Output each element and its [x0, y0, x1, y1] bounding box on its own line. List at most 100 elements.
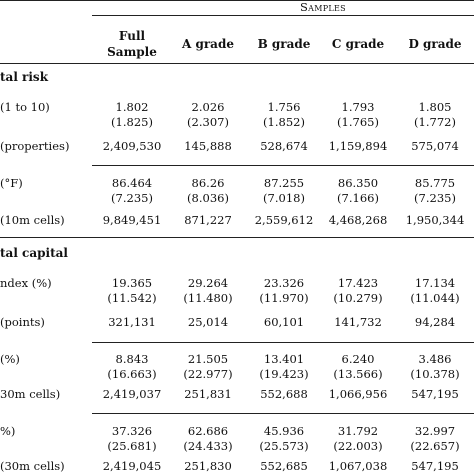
table-cell-sd: (2.307) — [187, 115, 229, 129]
table-cell: 8.843 — [115, 352, 149, 366]
table-cell: 87.255 — [263, 176, 305, 190]
table-cell: 2,419,037 — [102, 387, 162, 401]
col-head-d-grade: D grade — [408, 37, 462, 51]
table-cell-sd: (7.235) — [111, 191, 153, 205]
table-cell: 17.423 — [337, 276, 379, 290]
table-cell-sd: (22.977) — [183, 367, 233, 381]
col-head-full-sample-line2: Sample — [107, 45, 157, 59]
table-cell-sd: (11.044) — [410, 291, 460, 305]
table-cell: 2.026 — [191, 100, 225, 114]
table-cell: 4,468,268 — [328, 213, 388, 227]
row-label: 30m cells) — [0, 387, 61, 401]
table-cell: 23.326 — [263, 276, 305, 290]
table-cell: 37.326 — [111, 424, 153, 438]
table-cell: 547,195 — [411, 459, 459, 473]
row-label: (°F) — [0, 176, 23, 190]
header-rule — [0, 63, 474, 64]
table-cell: 1,067,038 — [328, 459, 388, 473]
table-cell: 1.756 — [267, 100, 301, 114]
row-label: (points) — [0, 315, 45, 329]
table-cell: 547,195 — [411, 387, 459, 401]
table-cell-sd: (10.279) — [333, 291, 383, 305]
table-cell: 1.793 — [341, 100, 375, 114]
table-cell: 29.264 — [187, 276, 229, 290]
table-cell-sd: (11.970) — [259, 291, 309, 305]
col-head-b-grade: B grade — [257, 37, 311, 51]
table-cell-sd: (11.542) — [107, 291, 157, 305]
table-cell: 1.802 — [115, 100, 149, 114]
row-label: (10m cells) — [0, 213, 65, 227]
table-cell: 13.401 — [263, 352, 305, 366]
table-cell: 1,066,956 — [328, 387, 388, 401]
section-title: tal risk — [0, 70, 49, 84]
row-label: (30m cells) — [0, 459, 65, 473]
group-rule — [92, 413, 474, 414]
table-cell: 251,830 — [184, 459, 232, 473]
table-cell-sd: (11.480) — [183, 291, 233, 305]
table-cell: 2,559,612 — [254, 213, 314, 227]
table-cell: 62.686 — [187, 424, 229, 438]
table-cell: 94,284 — [414, 315, 456, 329]
table-cell: 141,732 — [334, 315, 382, 329]
table-cell-sd: (1.765) — [337, 115, 379, 129]
table-cell: 2,419,045 — [102, 459, 162, 473]
col-head-full-sample: Full Sample — [92, 28, 172, 60]
table-cell: 32.997 — [414, 424, 456, 438]
table-cell: 9,849,451 — [102, 213, 162, 227]
table-cell: 552,688 — [260, 387, 308, 401]
table-cell: 19.365 — [111, 276, 153, 290]
table-cell-sd: (25.681) — [107, 439, 157, 453]
row-label: (properties) — [0, 139, 70, 153]
table-cell: 85.775 — [414, 176, 456, 190]
table-cell: 25,014 — [187, 315, 229, 329]
table-cell: 60,101 — [263, 315, 305, 329]
table-cell-sd: (13.566) — [333, 367, 383, 381]
table-cell-sd: (16.663) — [107, 367, 157, 381]
table-cell: 86.26 — [191, 176, 225, 190]
table-cell-sd: (7.166) — [337, 191, 379, 205]
table-cell-sd: (19.423) — [259, 367, 309, 381]
table-cell: 251,831 — [184, 387, 232, 401]
samples-underline — [92, 15, 474, 16]
table-cell: 321,131 — [108, 315, 156, 329]
table-cell-sd: (7.018) — [263, 191, 305, 205]
table-cell: 31.792 — [337, 424, 379, 438]
section-rule — [0, 237, 474, 238]
table-cell-sd: (1.852) — [263, 115, 305, 129]
table-cell: 1.805 — [418, 100, 452, 114]
row-label: ndex (%) — [0, 276, 52, 290]
table-cell: 6.240 — [341, 352, 375, 366]
table-cell: 871,227 — [184, 213, 232, 227]
col-head-full-sample-line1: Full — [118, 29, 146, 43]
table-cell: 528,674 — [260, 139, 308, 153]
table-cell-sd: (8.036) — [187, 191, 229, 205]
samples-title: Samples — [300, 0, 346, 14]
table-cell: 21.505 — [187, 352, 229, 366]
section-title: tal capital — [0, 246, 68, 260]
table-cell-sd: (10.378) — [410, 367, 460, 381]
table-cell: 2,409,530 — [102, 139, 162, 153]
table-cell: 552,685 — [260, 459, 308, 473]
table-cell: 3.486 — [418, 352, 452, 366]
table-cell: 1,950,344 — [405, 213, 465, 227]
table-cell: 17.134 — [414, 276, 456, 290]
table-cell: 145,888 — [184, 139, 232, 153]
table-cell-sd: (24.433) — [183, 439, 233, 453]
table-cell-sd: (25.573) — [259, 439, 309, 453]
col-head-a-grade: A grade — [181, 37, 234, 51]
row-label: (1 to 10) — [0, 100, 50, 114]
table-cell: 86.350 — [337, 176, 379, 190]
table-cell: 575,074 — [411, 139, 459, 153]
table-cell-sd: (22.003) — [333, 439, 383, 453]
group-rule — [92, 165, 474, 166]
table-cell-sd: (7.235) — [414, 191, 456, 205]
table-cell-sd: (1.772) — [414, 115, 456, 129]
table-cell: 1,159,894 — [328, 139, 388, 153]
top-rule — [0, 0, 474, 1]
table-cell-sd: (22.657) — [410, 439, 460, 453]
col-head-c-grade: C grade — [331, 37, 385, 51]
row-label: (%) — [0, 352, 20, 366]
row-label: %) — [0, 424, 16, 438]
table-cell: 86.464 — [111, 176, 153, 190]
